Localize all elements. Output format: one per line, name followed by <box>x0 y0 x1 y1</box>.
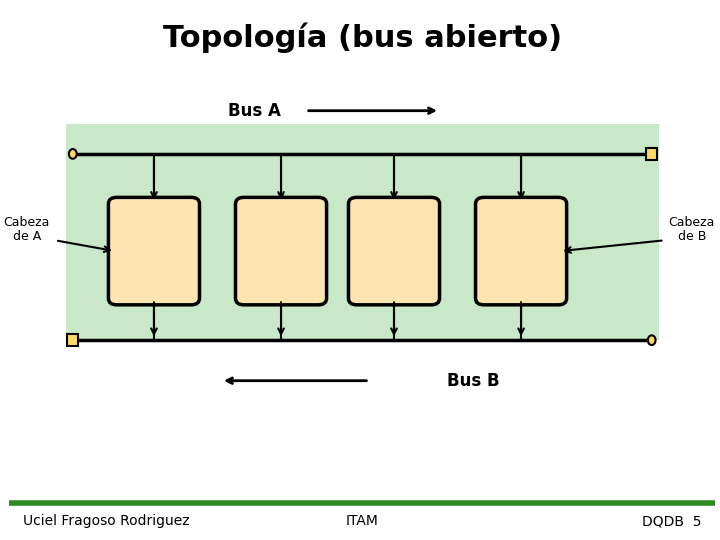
Ellipse shape <box>69 149 76 159</box>
Text: I: I <box>117 202 163 300</box>
Text: Uciel Fragoso Rodriguez: Uciel Fragoso Rodriguez <box>23 514 190 528</box>
Text: M: M <box>462 202 573 300</box>
FancyBboxPatch shape <box>348 197 439 305</box>
Text: Bus A: Bus A <box>228 102 281 120</box>
Ellipse shape <box>648 335 656 345</box>
FancyBboxPatch shape <box>475 197 567 305</box>
Bar <box>68 334 78 346</box>
Text: T: T <box>230 202 304 300</box>
Text: A: A <box>348 202 426 300</box>
Text: DQDB  5: DQDB 5 <box>642 514 701 528</box>
Text: Cabeza
de B: Cabeza de B <box>669 215 715 244</box>
Text: Cabeza
de A: Cabeza de A <box>4 215 50 244</box>
FancyBboxPatch shape <box>109 197 199 305</box>
Bar <box>66 124 659 340</box>
Bar <box>647 148 657 160</box>
FancyBboxPatch shape <box>235 197 327 305</box>
Text: Topología (bus abierto): Topología (bus abierto) <box>163 23 562 53</box>
Text: Bus B: Bus B <box>447 372 500 390</box>
Text: ITAM: ITAM <box>346 514 379 528</box>
